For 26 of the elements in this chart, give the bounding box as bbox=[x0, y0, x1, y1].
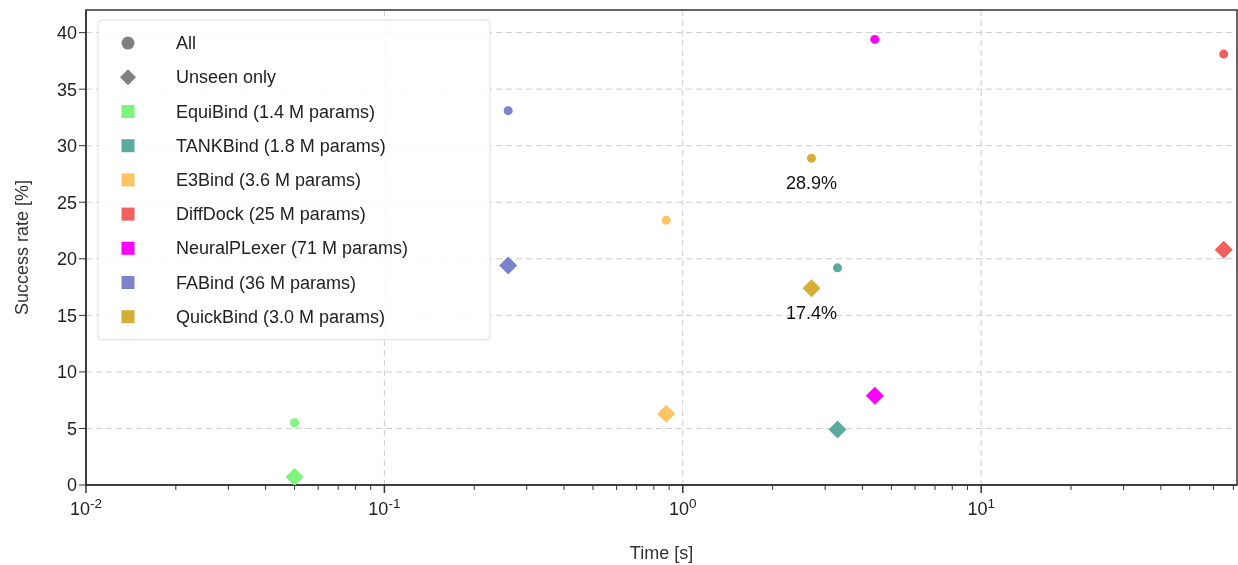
y-tick-label: 40 bbox=[56, 23, 77, 44]
y-tick-label: 10 bbox=[56, 362, 77, 383]
legend-label: Unseen only bbox=[176, 67, 277, 88]
legend-label: QuickBind (3.0 M params) bbox=[176, 306, 386, 327]
y-tick-label: 15 bbox=[56, 305, 77, 326]
y-tick-label: 35 bbox=[56, 79, 77, 100]
x-tick-label: 10$^{-2}$ bbox=[69, 495, 103, 519]
y-axis-title: Success rate [%] bbox=[12, 179, 33, 316]
x-axis-title: Time [s] bbox=[629, 543, 694, 563]
x-tick-label: 10$^{1}$ bbox=[967, 495, 995, 519]
x-tick-label: 10$^{0}$ bbox=[669, 495, 697, 519]
legend-label: E3Bind (3.6 M params) bbox=[176, 169, 362, 190]
annotation: 28.9% bbox=[785, 172, 838, 193]
legend-label: TANKBind (1.8 M params) bbox=[176, 135, 386, 156]
legend-label: NeuralPLexer (71 M params) bbox=[176, 238, 409, 259]
y-tick-label: 20 bbox=[56, 249, 77, 270]
legend-label: FABind (36 M params) bbox=[176, 272, 357, 293]
legend-label: DiffDock (25 M params) bbox=[176, 204, 366, 225]
legend-label: EquiBind (1.4 M params) bbox=[176, 101, 376, 122]
legend-label: All bbox=[176, 33, 197, 54]
y-tick-label: 5 bbox=[66, 418, 77, 439]
y-tick-label: 0 bbox=[66, 475, 77, 496]
annotation: 17.4% bbox=[785, 302, 838, 323]
y-tick-label: 30 bbox=[56, 136, 77, 157]
x-tick-label: 10$^{-1}$ bbox=[368, 495, 401, 519]
y-tick-label: 25 bbox=[56, 192, 77, 213]
